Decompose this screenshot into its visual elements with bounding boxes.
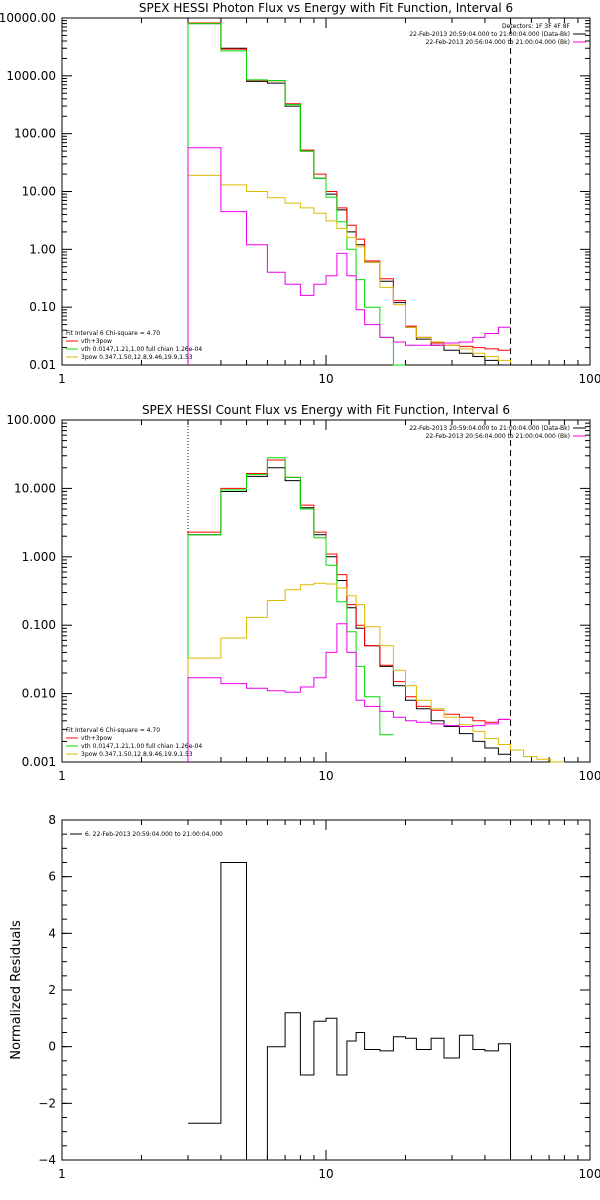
series-line [187,23,406,366]
series-3 [187,23,406,366]
series-3 [187,457,394,762]
series-5 [187,147,511,365]
series-1 [188,862,511,1161]
fit-legend: Fit Interval 6 Chi-square = 4.70vth+3pow… [66,330,202,361]
y-tick-label: 100.00 [14,127,56,141]
x-axis: 1 10 100 [58,18,600,386]
y-tick-label: 10.00 [22,185,56,199]
series-line [187,459,511,762]
y-tick-label: 6 [48,870,56,884]
x-axis: 1 10 100 [58,820,600,1181]
y-tick-label: 0.001 [22,755,56,769]
series-2 [187,22,511,365]
chart-title: SPEX HESSI Photon Flux vs Energy with Fi… [139,1,513,15]
y-axis: 0.001 0.010 0.100 1.000 10.000 100.000 [6,413,590,769]
series-line [187,174,511,365]
x-tick-label: 100 [579,1167,600,1181]
fit-legend-header: Fit Interval 6 Chi-square = 4.70 [66,727,160,734]
y-tick-label: −2 [38,1096,56,1110]
y-tick-label: −4 [38,1153,56,1167]
y-tick-label: 10000.00 [0,11,56,25]
series-line [187,623,511,762]
time-legend: 22-Feb-2013 20:59:04.000 to 21:00:04.000… [409,425,586,440]
legend-entry: 22-Feb-2013 20:56:04.000 to 21:00:04.000… [426,39,570,46]
y-tick-label: 0 [48,1040,56,1054]
legend-entry: vth 0.0147,1.21,1.00 full chian 1.26e-04 [81,346,202,353]
detectors-label: Detectors: 1F 3F 4F 8F [502,23,571,30]
x-tick-label: 1 [58,1167,66,1181]
x-tick-label: 10 [318,769,333,783]
legend-entry: 22-Feb-2013 20:56:04.000 to 21:00:04.000… [426,433,570,440]
series-1 [187,23,511,366]
residual-legend: 6. 22-Feb-2013 20:59:04.000 to 21:00:04.… [70,831,223,838]
series-4 [187,582,565,763]
legend-entry: 6. 22-Feb-2013 20:59:04.000 to 21:00:04.… [85,831,223,838]
legend-entry: 22-Feb-2013 20:59:04.000 to 21:00:04.000… [409,31,570,38]
fit-legend: Fit Interval 6 Chi-square = 4.70vth+3pow… [66,727,202,758]
legend-entry: vth 0.0147,1.21,1.00 full chian 1.26e-04 [81,743,202,750]
x-tick-label: 1 [58,372,66,386]
y-axis: −4 −2 0 2 4 6 8 [38,813,590,1167]
legend-entry: 22-Feb-2013 20:59:04.000 to 21:00:04.000… [409,425,570,432]
x-tick-label: 10 [318,1167,333,1181]
x-tick-label: 1 [58,769,66,783]
legend-entry: vth+3pow [81,735,112,742]
chart-title: SPEX HESSI Count Flux vs Energy with Fit… [142,403,510,417]
chart-panel-2: SPEX HESSI Count Flux vs Energy with Fit… [6,403,600,783]
y-tick-label: 1000.00 [6,69,56,83]
x-tick-label: 100 [579,769,600,783]
y-tick-label: 2 [48,983,56,997]
series-2 [187,459,511,762]
y-tick-label: 1.000 [22,550,56,564]
y-tick-label: 0.010 [22,687,56,701]
x-tick-label: 10 [318,372,333,386]
y-tick-label: 1.00 [29,242,56,256]
series-line [187,23,511,366]
chart-panel-3: 1 10 100 −4 −2 0 2 4 6 8 Normalized Residuals 6. 22… [9,813,600,1181]
series-line [187,22,511,365]
series-line [187,457,394,762]
series-line [188,862,511,1161]
series-4 [187,174,511,365]
y-axis-label: Normalized Residuals [9,920,24,1060]
legend-entry: 3pow 0.347,1.50,12.8,9.46,19.9,1.53 [81,354,193,361]
series-1 [187,467,511,762]
series-5 [187,623,511,762]
fit-legend-header: Fit Interval 6 Chi-square = 4.70 [66,330,160,337]
legend-entry: 3pow 0.347,1.50,12.8,9.46,19.9,1.53 [81,751,193,758]
y-tick-label: 10.000 [14,481,56,495]
series-line [187,467,511,762]
y-tick-label: 0.10 [29,300,56,314]
y-axis: 0.01 0.10 1.00 10.00 100.00 1000.00 10000.00 [0,11,590,372]
y-tick-label: 0.01 [29,358,56,372]
legend-entry: vth+3pow [81,338,112,345]
series-line [187,147,511,365]
y-tick-label: 4 [48,926,56,940]
series-line [187,582,565,763]
y-tick-label: 100.000 [6,413,56,427]
x-tick-label: 100 [579,372,600,386]
x-axis: 1 10 100 [58,420,600,783]
y-tick-label: 0.100 [22,618,56,632]
y-tick-label: 8 [48,813,56,827]
chart-panel-1: SPEX HESSI Photon Flux vs Energy with Fi… [0,1,600,386]
